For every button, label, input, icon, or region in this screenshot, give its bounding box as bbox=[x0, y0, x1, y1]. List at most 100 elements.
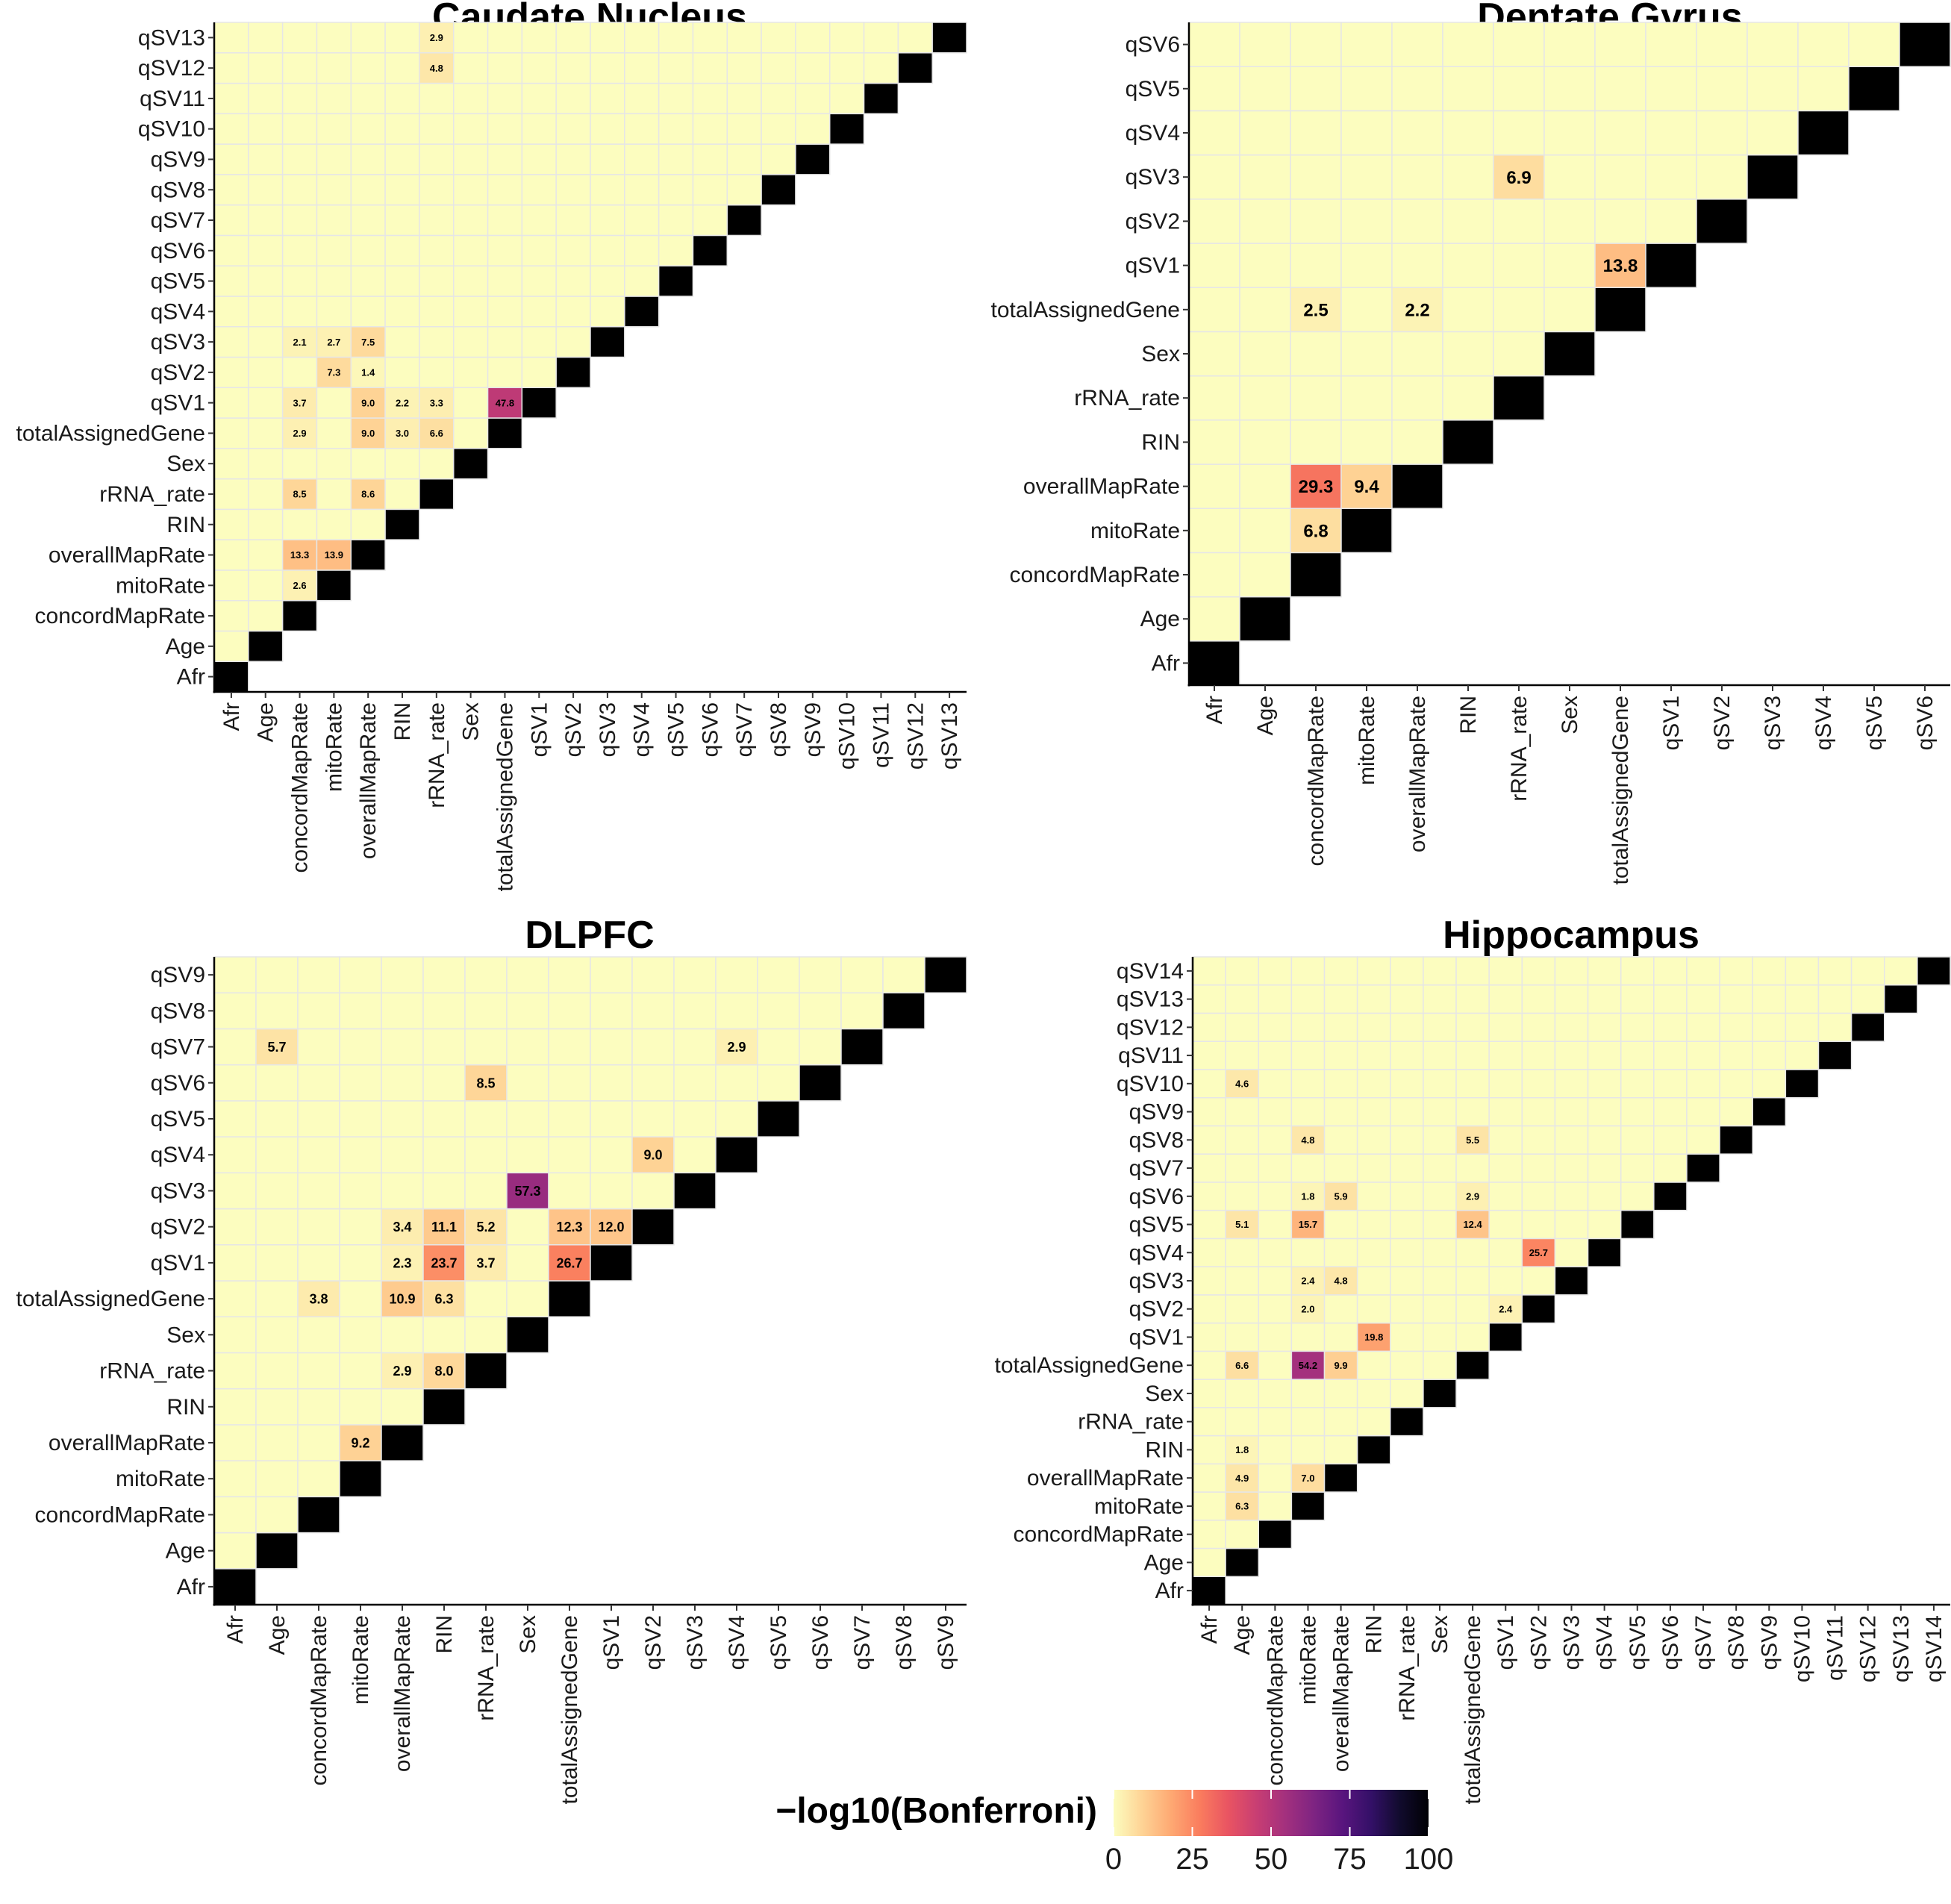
heatmap-cell bbox=[1554, 1209, 1589, 1240]
heatmap-cell bbox=[381, 956, 424, 993]
heatmap-cell bbox=[658, 174, 694, 206]
heatmap-cell bbox=[316, 174, 352, 206]
diagonal-cell bbox=[487, 417, 523, 449]
heatmap-cell bbox=[1390, 1294, 1424, 1324]
heatmap-cell bbox=[1390, 1012, 1424, 1042]
heatmap-cell bbox=[452, 113, 489, 145]
heatmap-cell bbox=[624, 143, 660, 175]
x-tick-labels: Afr Age concordMapRate mitoRate overallMapRa… bbox=[223, 1605, 958, 1805]
heatmap-cell bbox=[1340, 154, 1393, 200]
heatmap-cell bbox=[316, 143, 352, 175]
heatmap-cell bbox=[521, 174, 557, 206]
y-tick-labels: Afr Age concordMapRate mitoRate overallMapRa… bbox=[994, 959, 1193, 1603]
diagonal-cell bbox=[1752, 1096, 1787, 1127]
heatmap-cell bbox=[1323, 1350, 1358, 1380]
heatmap-cell bbox=[1391, 199, 1443, 244]
diagonal-cell bbox=[590, 325, 625, 358]
x-tick-label: rRNA_rate bbox=[1507, 696, 1532, 802]
x-tick-label: RIN bbox=[1362, 1615, 1387, 1654]
heatmap-cell bbox=[1188, 596, 1240, 642]
heatmap-cell bbox=[1258, 1096, 1293, 1127]
heatmap-cell bbox=[452, 356, 489, 389]
heatmap-cell bbox=[297, 1028, 340, 1066]
heatmap-cell bbox=[452, 143, 489, 175]
heatmap-cell bbox=[213, 1532, 257, 1570]
heatmap-cell bbox=[1719, 984, 1753, 1014]
heatmap-cell bbox=[1391, 66, 1443, 112]
heatmap-cell bbox=[255, 1496, 299, 1534]
diagonal-cell bbox=[1645, 243, 1697, 288]
heatmap-cell bbox=[1696, 66, 1748, 112]
legend-tick-label: 100 bbox=[1404, 1843, 1454, 1876]
heatmap-cell bbox=[1594, 110, 1646, 156]
heatmap-cell bbox=[1258, 1153, 1293, 1183]
heatmap-cell bbox=[1797, 66, 1849, 112]
heatmap-cell bbox=[1258, 984, 1293, 1014]
heatmap-cell bbox=[1423, 1209, 1457, 1240]
heatmap-cell bbox=[350, 296, 386, 328]
y-tick-label: qSV11 bbox=[140, 87, 205, 111]
diagonal-cell bbox=[1817, 1040, 1852, 1070]
cell-value-label: 3.7 bbox=[476, 1255, 495, 1270]
heatmap-cell bbox=[1587, 956, 1622, 986]
cell-value-label: 7.0 bbox=[1301, 1473, 1314, 1484]
heatmap-cell bbox=[1239, 375, 1291, 421]
heatmap-cell bbox=[1323, 1407, 1358, 1437]
y-tick-label: qSV5 bbox=[151, 1107, 205, 1132]
heatmap-cell bbox=[297, 1244, 340, 1282]
diagonal-cell bbox=[1554, 1266, 1589, 1296]
heatmap-cell bbox=[381, 1388, 424, 1426]
heatmap-cell bbox=[1587, 1125, 1622, 1155]
heatmap-cell bbox=[419, 296, 455, 328]
heatmap-cell bbox=[1391, 154, 1443, 200]
heatmap-cell bbox=[487, 234, 523, 266]
heatmap-cell bbox=[1488, 1096, 1523, 1127]
heatmap-cell bbox=[590, 52, 625, 84]
x-tick-label: rRNA_rate bbox=[425, 702, 449, 808]
y-tick-label: qSV13 bbox=[1117, 987, 1184, 1012]
diagonal-cell bbox=[1696, 199, 1748, 244]
heatmap-cell bbox=[506, 956, 549, 993]
heatmap-cell bbox=[1192, 984, 1226, 1014]
y-tick-label: qSV9 bbox=[151, 963, 205, 987]
diagonal-cell bbox=[521, 387, 557, 419]
heatmap-cell bbox=[1258, 1463, 1293, 1493]
heatmap-cell bbox=[1290, 1012, 1326, 1042]
heatmap-cell bbox=[1493, 22, 1545, 67]
heatmap-cell bbox=[255, 1352, 299, 1390]
heatmap-cell bbox=[487, 356, 523, 389]
heatmap-cell bbox=[1290, 1237, 1326, 1267]
y-tick-label: Sex bbox=[166, 452, 205, 476]
y-tick-label: qSV3 bbox=[151, 1179, 205, 1203]
x-tick-label: qSV1 bbox=[527, 702, 552, 757]
x-tick-labels: Afr Age concordMapRate mitoRate overallMapRa… bbox=[1202, 685, 1938, 885]
heatmap-cell bbox=[1258, 1266, 1293, 1296]
heatmap-cell bbox=[1225, 1407, 1260, 1437]
diagonal-cell bbox=[761, 174, 796, 206]
heatmap-cell bbox=[1645, 66, 1697, 112]
y-tick-label: overallMapRate bbox=[1027, 1466, 1184, 1491]
cell-value-label: 5.7 bbox=[267, 1040, 286, 1055]
heatmap-cell bbox=[673, 1064, 717, 1102]
heatmap-cell bbox=[487, 113, 523, 145]
heatmap-cell bbox=[419, 448, 455, 480]
heatmap-cell bbox=[1323, 1209, 1358, 1240]
cell-value-label: 12.0 bbox=[598, 1220, 624, 1235]
heatmap-cell bbox=[1239, 110, 1291, 156]
y-tick-label: overallMapRate bbox=[1023, 475, 1180, 499]
diagonal-cell bbox=[213, 1568, 257, 1605]
legend-tick-label: 0 bbox=[1105, 1843, 1122, 1876]
heatmap-cell bbox=[1554, 956, 1589, 986]
heatmap-cell bbox=[213, 387, 249, 419]
panel-dlpfc: DLPFC 9.2 2.9 8.0 3.8 10.9 6.3 2.3 23.7 3.7 26.7 3.… bbox=[16, 914, 967, 1805]
heatmap-cell bbox=[506, 1136, 549, 1174]
x-tick-label: qSV10 bbox=[835, 702, 860, 770]
y-tick-label: qSV6 bbox=[151, 1071, 205, 1096]
heatmap-cell bbox=[1239, 552, 1291, 598]
heatmap-cell bbox=[487, 52, 523, 84]
x-tick-label: qSV9 bbox=[801, 702, 825, 757]
x-tick-label: qSV10 bbox=[1790, 1615, 1814, 1682]
heatmap-cell bbox=[1752, 1040, 1787, 1070]
heatmap-cell bbox=[464, 1172, 508, 1210]
y-tick-label: qSV5 bbox=[1129, 1213, 1184, 1237]
